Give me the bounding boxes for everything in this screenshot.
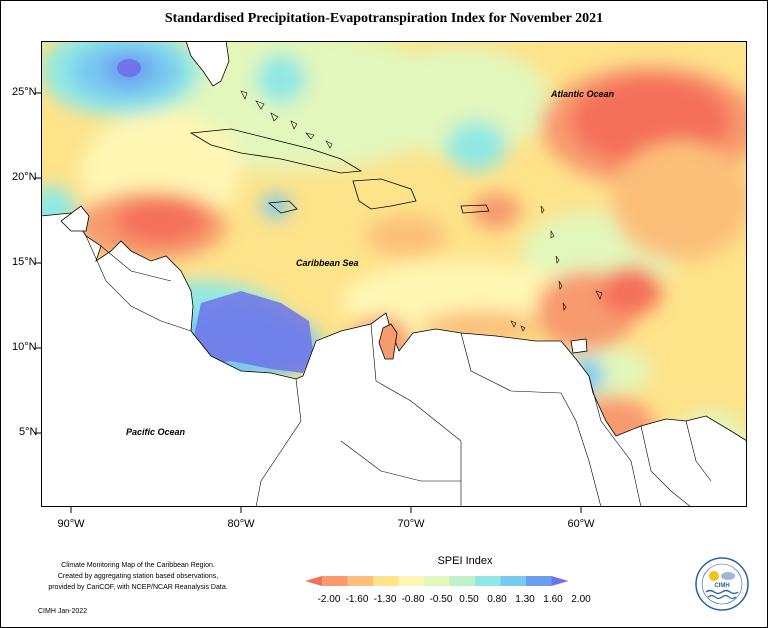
y-tick-5n: 5°N bbox=[19, 426, 38, 438]
legend-swatch bbox=[526, 576, 552, 586]
cuba bbox=[189, 128, 363, 174]
land-masses bbox=[41, 41, 747, 507]
country-borders bbox=[85, 235, 712, 507]
legend-swatch bbox=[398, 576, 424, 586]
legend-label: -2.00 bbox=[317, 594, 341, 605]
logo-text: CIMH bbox=[714, 583, 729, 589]
legend-arrow-low bbox=[305, 576, 322, 586]
legend-swatch bbox=[475, 576, 501, 586]
legend-label: -0.80 bbox=[401, 594, 425, 605]
wave-icon bbox=[705, 589, 739, 595]
legend-label: -1.60 bbox=[345, 594, 369, 605]
wet-core-gulf bbox=[117, 59, 141, 77]
lake-maracaibo bbox=[378, 323, 398, 360]
puerto-rico bbox=[460, 204, 490, 214]
credits-line-2: Created by aggregating station based obs… bbox=[57, 573, 219, 580]
spei-map: Atlantic Ocean Caribbean Sea Pacific Oce… bbox=[41, 41, 747, 507]
legend-swatch bbox=[500, 576, 526, 586]
legend-colorbar bbox=[305, 576, 569, 586]
pacific-label: Pacific Ocean bbox=[126, 427, 186, 437]
mainland bbox=[41, 212, 747, 507]
x-tick-80w: 80°W bbox=[227, 518, 255, 530]
y-tick-10n: 10°N bbox=[12, 341, 37, 353]
trinidad bbox=[570, 338, 588, 354]
sun-icon bbox=[709, 571, 719, 581]
legend-swatch bbox=[424, 576, 450, 586]
x-tick-marks bbox=[70, 507, 582, 513]
y-tick-15n: 15°N bbox=[12, 256, 37, 268]
cimh-logo: CIMH bbox=[695, 557, 749, 611]
map-title: Standardised Precipitation-Evapotranspir… bbox=[164, 11, 604, 26]
legend-swatch bbox=[373, 576, 399, 586]
legend-label: 1.30 bbox=[515, 594, 535, 605]
y-tick-20n: 20°N bbox=[12, 171, 37, 183]
legend-labels: -2.00 -1.60 -1.30 -0.80 -0.50 0.50 0.80 … bbox=[312, 594, 592, 608]
credits: Climate Monitoring Map of the Caribbean … bbox=[38, 560, 238, 593]
x-tick-60w: 60°W bbox=[567, 518, 595, 530]
legend-label: 0.80 bbox=[487, 594, 507, 605]
map-border bbox=[41, 41, 747, 507]
legend-label: -0.50 bbox=[429, 594, 453, 605]
legend-swatch bbox=[449, 576, 475, 586]
jamaica bbox=[268, 200, 298, 214]
legend-swatch bbox=[347, 576, 373, 586]
legend-label: 2.00 bbox=[571, 594, 591, 605]
y-tick-25n: 25°N bbox=[12, 86, 37, 98]
credits-line-1: Climate Monitoring Map of the Caribbean … bbox=[61, 562, 215, 569]
florida bbox=[185, 41, 230, 87]
cloud-icon bbox=[721, 572, 735, 580]
legend-swatch bbox=[322, 576, 348, 586]
map-canvas: Atlantic Ocean Caribbean Sea Pacific Oce… bbox=[41, 41, 747, 507]
y-tick-marks bbox=[35, 92, 41, 434]
legend-label: 1.60 bbox=[543, 594, 563, 605]
wave-icon bbox=[707, 594, 737, 600]
legend-label: -1.30 bbox=[373, 594, 397, 605]
credits-line-3: provided by CariCOF, with NCEP/NCAR Rean… bbox=[48, 584, 228, 591]
x-tick-70w: 70°W bbox=[397, 518, 425, 530]
legend-label: 0.50 bbox=[459, 594, 479, 605]
atlantic-label: Atlantic Ocean bbox=[550, 89, 615, 99]
x-tick-90w: 90°W bbox=[57, 518, 85, 530]
legend-arrow-high bbox=[551, 576, 569, 586]
caribbean-label: Caribbean Sea bbox=[296, 258, 359, 268]
yucatan bbox=[60, 205, 90, 232]
credits-date: CIMH Jan-2022 bbox=[38, 608, 88, 615]
strong-wet-zone bbox=[193, 291, 313, 373]
legend-title: SPEI Index bbox=[437, 555, 493, 567]
small-islands bbox=[240, 90, 603, 332]
hispaniola bbox=[352, 178, 417, 210]
